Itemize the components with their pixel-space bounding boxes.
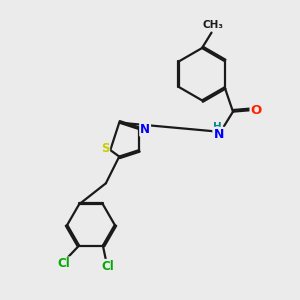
Text: S: S (101, 142, 109, 155)
Text: H: H (213, 122, 222, 131)
Text: N: N (214, 128, 224, 141)
Text: N: N (140, 123, 150, 136)
Text: Cl: Cl (58, 257, 70, 270)
Text: CH₃: CH₃ (202, 20, 224, 30)
Text: O: O (250, 104, 262, 117)
Text: Cl: Cl (102, 260, 115, 273)
